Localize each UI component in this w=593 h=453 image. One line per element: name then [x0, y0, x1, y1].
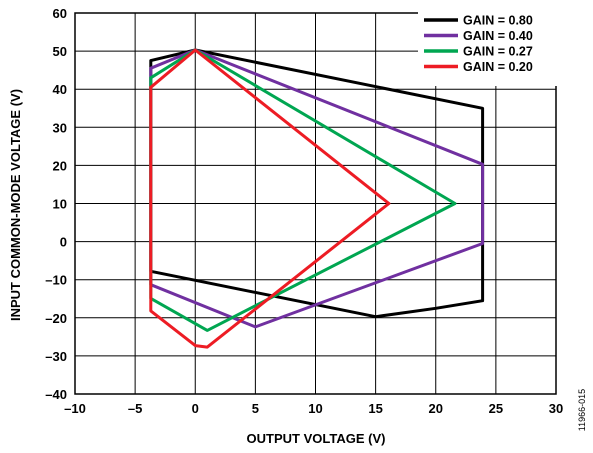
series-line-gain-0-40 [149, 48, 485, 329]
x-tick-label: –5 [128, 401, 142, 416]
legend-label-gain-0-80: GAIN = 0.80 [463, 14, 533, 28]
y-tick-label: 60 [53, 6, 67, 21]
legend-label-gain-0-20: GAIN = 0.20 [463, 60, 533, 74]
x-tick-label: 10 [308, 401, 322, 416]
legend-label-gain-0-40: GAIN = 0.40 [463, 29, 533, 43]
x-tick-labels: –10 –5 0 5 10 15 20 25 30 [64, 401, 563, 416]
series-group [149, 48, 485, 349]
y-tick-label: –30 [45, 349, 67, 364]
x-tick-label: 0 [192, 401, 199, 416]
y-tick-label: –10 [45, 273, 67, 288]
x-axis-label: OUTPUT VOLTAGE (V) [247, 431, 386, 446]
x-tick-label: 5 [252, 401, 259, 416]
plot-frame [74, 12, 557, 395]
y-axis-label: INPUT COMMON-MODE VOLTAGE (V) [8, 89, 23, 321]
y-tick-label: 20 [53, 158, 67, 173]
y-tick-label: 40 [53, 82, 67, 97]
y-tick-labels: –40 –30 –20 –10 0 10 20 30 40 50 60 [45, 6, 67, 402]
y-tick-label: 50 [53, 44, 67, 59]
series-line-gain-0-20 [149, 48, 391, 349]
x-tick-label: 30 [549, 401, 563, 416]
series-line-gain-0-80 [149, 48, 485, 319]
y-tick-label: 0 [60, 235, 67, 250]
x-tick-label: 15 [368, 401, 382, 416]
legend-label-gain-0-27: GAIN = 0.27 [463, 45, 533, 59]
y-tick-label: –20 [45, 311, 67, 326]
x-tick-label: 25 [489, 401, 503, 416]
x-tick-label: 20 [429, 401, 443, 416]
y-tick-label: 10 [53, 197, 67, 212]
figure-id: 11966-015 [577, 389, 587, 431]
x-tick-label: –10 [64, 401, 86, 416]
y-tick-label: –40 [45, 387, 67, 402]
y-tick-label: 30 [53, 120, 67, 135]
